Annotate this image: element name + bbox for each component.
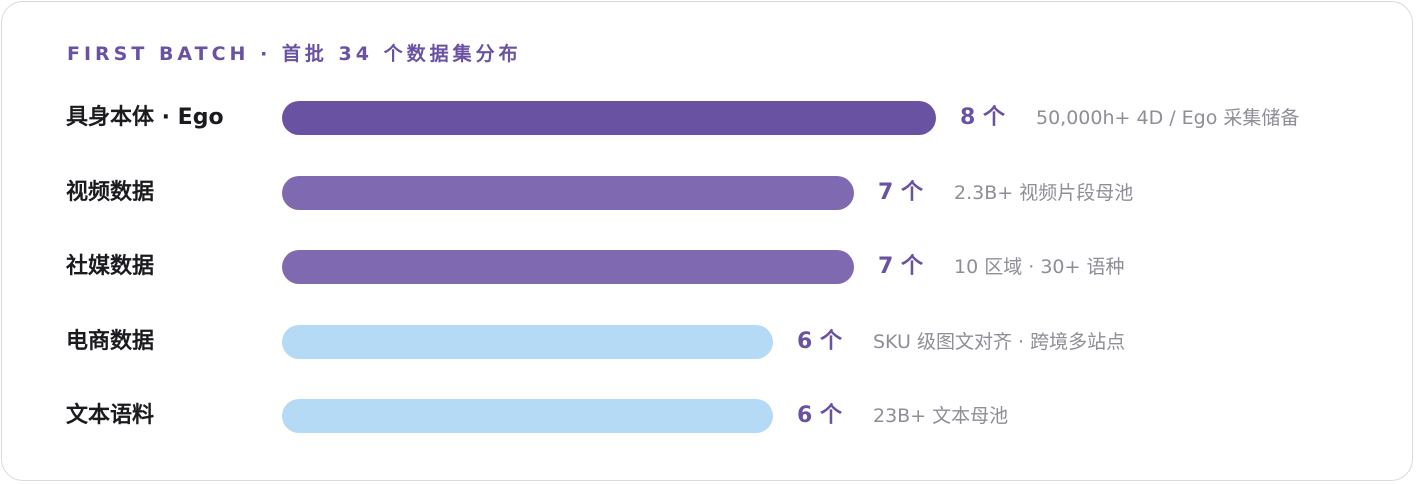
annotation-label: 23B+ 文本母池: [873, 405, 1009, 427]
value-label: 6 个: [797, 403, 842, 428]
bar-row: 文本语料 6 个 23B+ 文本母池: [2, 399, 1412, 433]
category-label: 视频数据: [66, 180, 155, 205]
value-label: 7 个: [878, 254, 923, 279]
category-label: 电商数据: [66, 329, 155, 354]
bar: [282, 325, 773, 359]
bar: [282, 101, 936, 135]
bar: [282, 250, 854, 284]
bar-row: 社媒数据 7 个 10 区域 · 30+ 语种: [2, 250, 1412, 284]
value-label: 8 个: [960, 105, 1005, 130]
category-label: 文本语料: [66, 403, 155, 428]
chart-title: FIRST BATCH · 首批 34 个数据集分布: [67, 43, 522, 65]
bar-row: 具身本体 · Ego 8 个 50,000h+ 4D / Ego 采集储备: [2, 101, 1412, 135]
bar: [282, 176, 854, 210]
annotation-label: SKU 级图文对齐 · 跨境多站点: [873, 331, 1126, 353]
value-label: 7 个: [878, 180, 923, 205]
value-label: 6 个: [797, 329, 842, 354]
annotation-label: 50,000h+ 4D / Ego 采集储备: [1036, 107, 1300, 129]
bar: [282, 399, 773, 433]
category-label: 社媒数据: [66, 254, 155, 279]
annotation-label: 10 区域 · 30+ 语种: [954, 256, 1125, 278]
annotation-label: 2.3B+ 视频片段母池: [954, 182, 1134, 204]
bar-row: 电商数据 6 个 SKU 级图文对齐 · 跨境多站点: [2, 325, 1412, 359]
bar-row: 视频数据 7 个 2.3B+ 视频片段母池: [2, 176, 1412, 210]
category-label: 具身本体 · Ego: [66, 105, 224, 130]
